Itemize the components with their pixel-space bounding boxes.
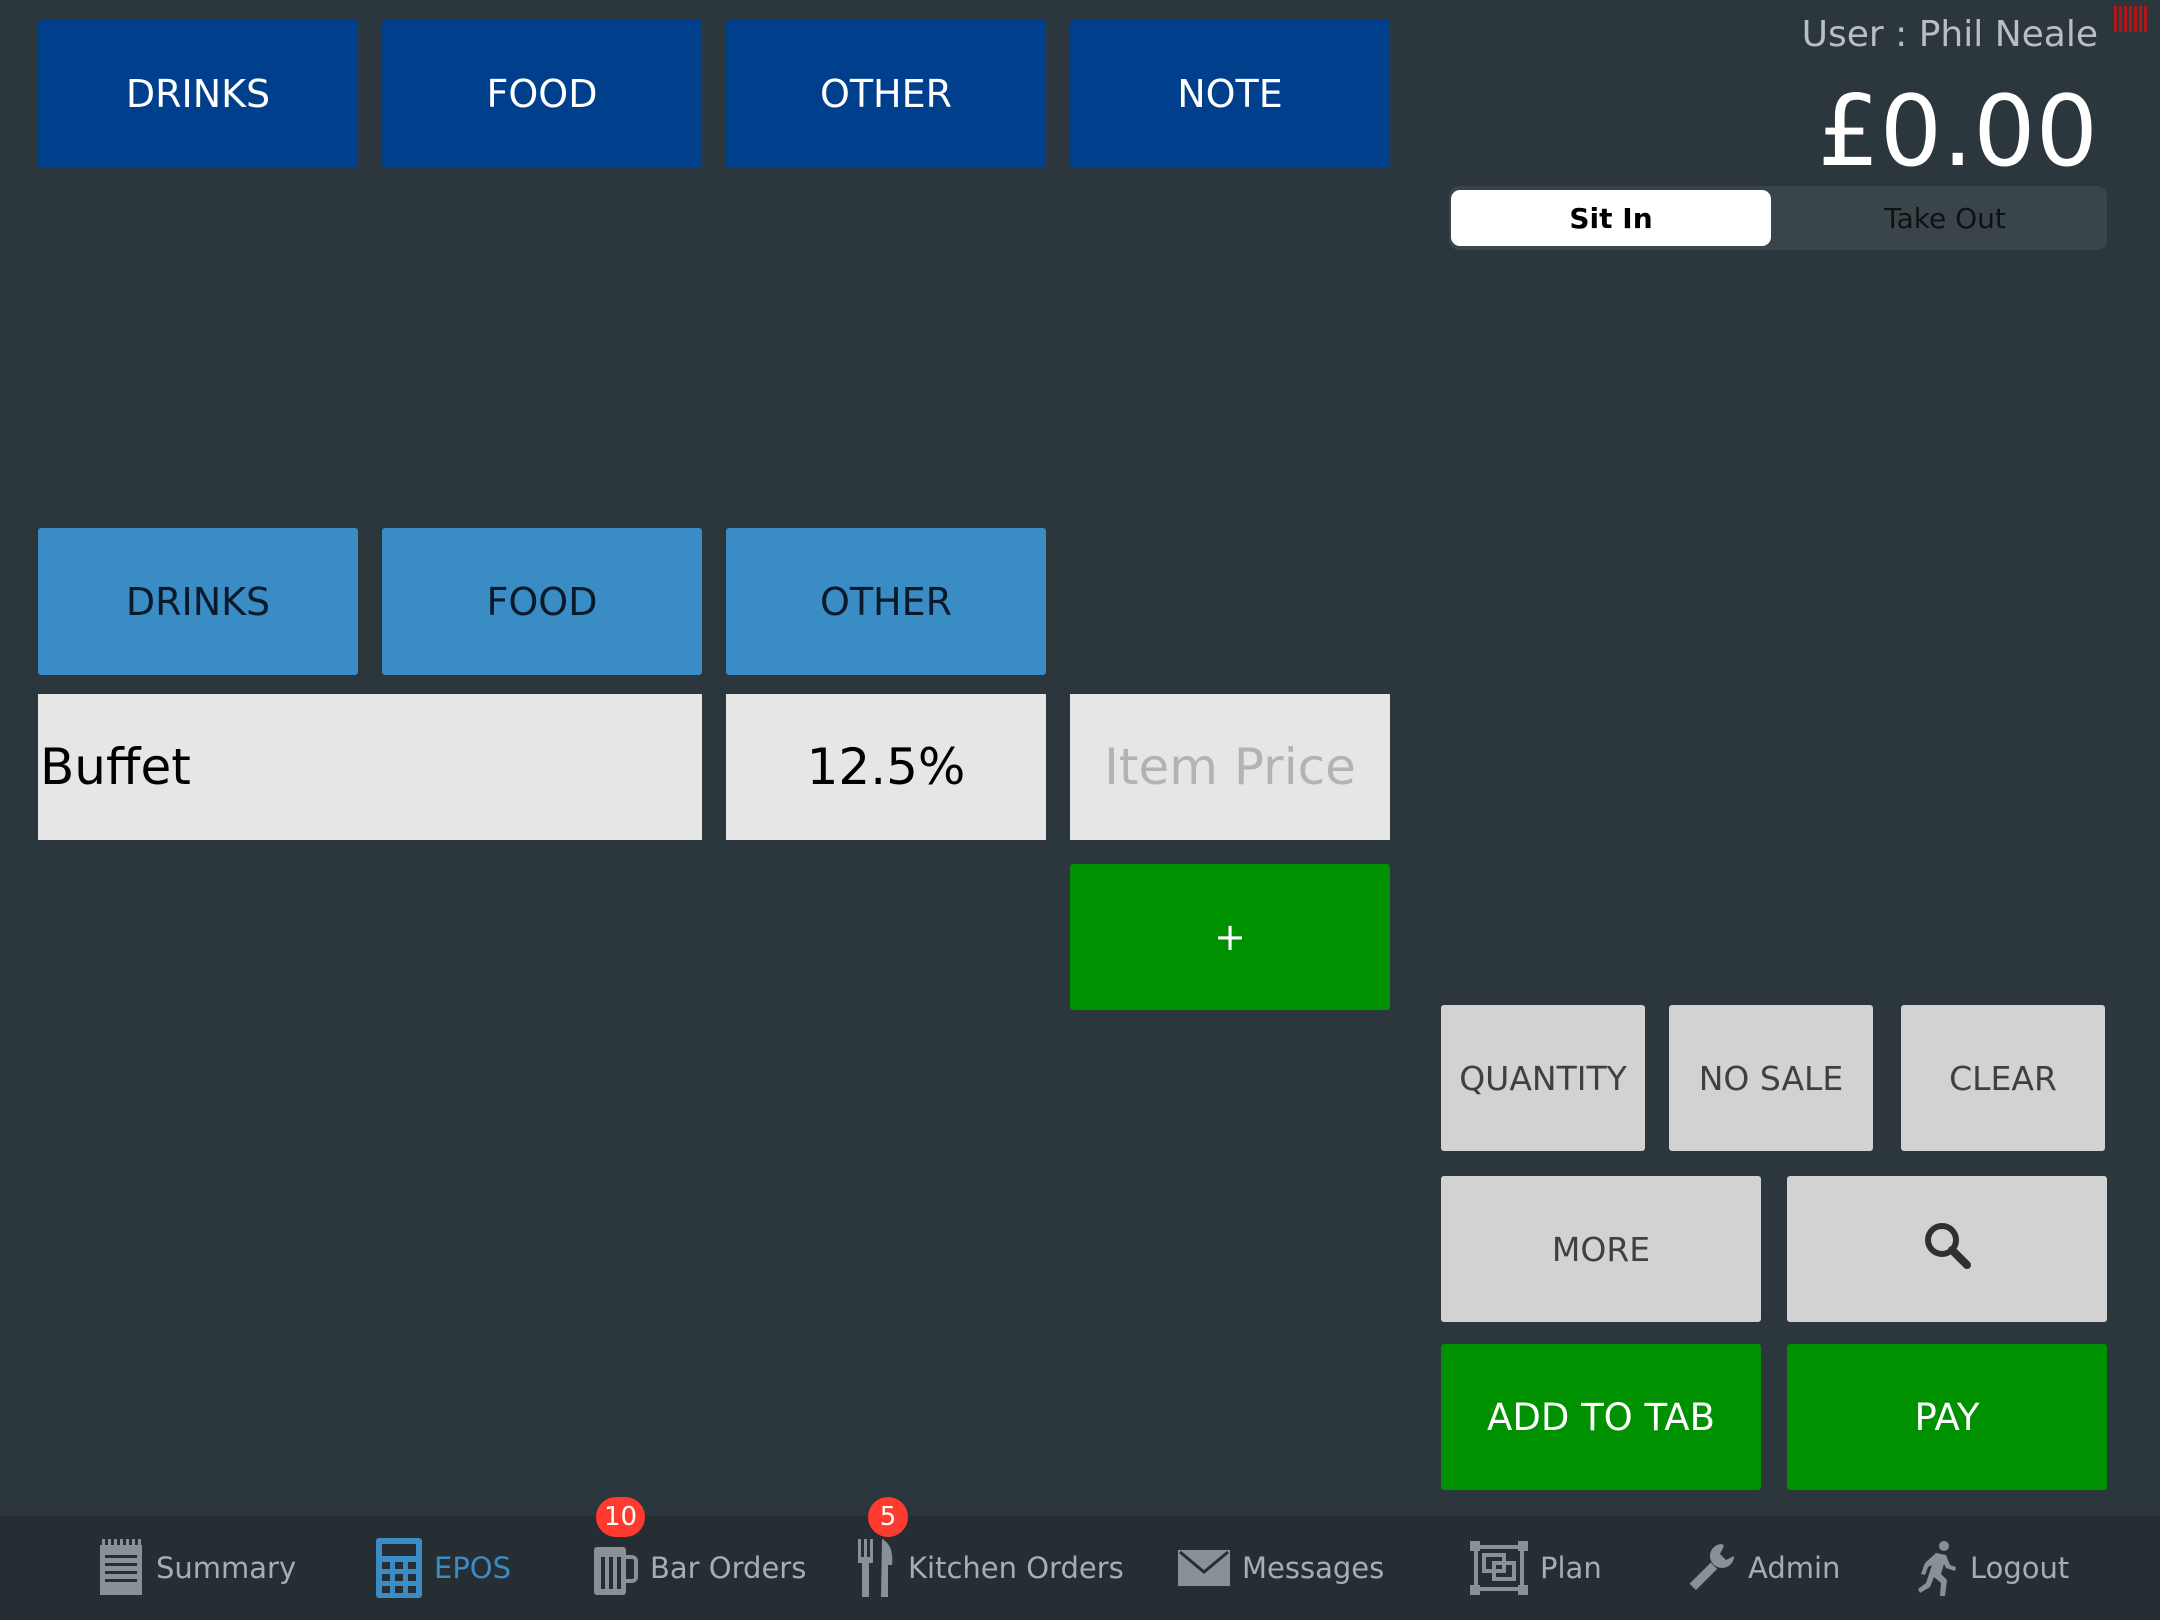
kitchen-orders-badge: 5: [868, 1497, 908, 1537]
item-price-input[interactable]: Item Price: [1070, 694, 1390, 840]
tab-plan-label: Plan: [1540, 1551, 1602, 1585]
subcategory-food-button[interactable]: FOOD: [382, 528, 702, 675]
fork-knife-icon: 5: [856, 1497, 908, 1597]
tab-messages-label: Messages: [1242, 1551, 1385, 1585]
order-total: £0.00: [1817, 75, 2098, 189]
wrench-icon: [1688, 1542, 1736, 1594]
tab-logout-label: Logout: [1970, 1551, 2070, 1585]
envelope-icon: [1178, 1550, 1230, 1586]
tab-epos[interactable]: EPOS: [376, 1516, 511, 1620]
add-item-button[interactable]: +: [1070, 864, 1390, 1010]
add-to-tab-button[interactable]: ADD TO TAB: [1441, 1344, 1761, 1490]
item-name-field[interactable]: Buffet: [38, 694, 702, 840]
category-drinks-button[interactable]: DRINKS: [38, 20, 358, 167]
take-out-option[interactable]: Take Out: [1884, 201, 2006, 235]
tab-logout[interactable]: Logout: [1918, 1516, 2069, 1620]
tab-admin-label: Admin: [1748, 1551, 1841, 1585]
category-other-button[interactable]: OTHER: [726, 20, 1046, 167]
running-person-icon: [1918, 1540, 1958, 1596]
tab-kitchen-orders[interactable]: 5 Kitchen Orders: [856, 1497, 1124, 1620]
bottom-tab-bar: Summary EPOS 10 Bar Orders: [0, 1497, 2160, 1620]
vat-rate-field[interactable]: 12.5%: [726, 694, 1046, 840]
pay-button[interactable]: PAY: [1787, 1344, 2107, 1490]
user-label: User : Phil Neale: [1801, 14, 2098, 55]
calculator-icon: [376, 1538, 422, 1598]
beer-mug-icon: 10: [592, 1497, 646, 1597]
more-button[interactable]: MORE: [1441, 1176, 1761, 1322]
quantity-button[interactable]: QUANTITY: [1441, 1005, 1645, 1151]
clear-button[interactable]: CLEAR: [1901, 1005, 2105, 1151]
subcategory-drinks-button[interactable]: DRINKS: [38, 528, 358, 675]
category-note-button[interactable]: NOTE: [1070, 20, 1390, 167]
bar-orders-badge: 10: [596, 1497, 646, 1537]
notepad-icon: [98, 1539, 144, 1597]
search-icon: [1922, 1220, 1972, 1278]
tab-messages[interactable]: Messages: [1178, 1516, 1384, 1620]
sit-in-option[interactable]: Sit In: [1451, 190, 1771, 246]
tab-admin[interactable]: Admin: [1688, 1516, 1840, 1620]
tab-summary[interactable]: Summary: [98, 1516, 296, 1620]
order-type-toggle: Sit In Take Out: [1449, 186, 2107, 250]
floor-plan-icon: [1470, 1541, 1528, 1595]
subcategory-other-button[interactable]: OTHER: [726, 528, 1046, 675]
status-indicator-icon: [2114, 6, 2148, 32]
no-sale-button[interactable]: NO SALE: [1669, 1005, 1873, 1151]
tab-kitchen-orders-label: Kitchen Orders: [908, 1551, 1124, 1585]
tab-bar-orders-label: Bar Orders: [650, 1551, 807, 1585]
tab-plan[interactable]: Plan: [1470, 1516, 1602, 1620]
search-button[interactable]: [1787, 1176, 2107, 1322]
tab-summary-label: Summary: [156, 1551, 297, 1585]
tab-epos-label: EPOS: [434, 1551, 512, 1585]
tab-bar-orders[interactable]: 10 Bar Orders: [592, 1497, 807, 1620]
category-food-button[interactable]: FOOD: [382, 20, 702, 167]
